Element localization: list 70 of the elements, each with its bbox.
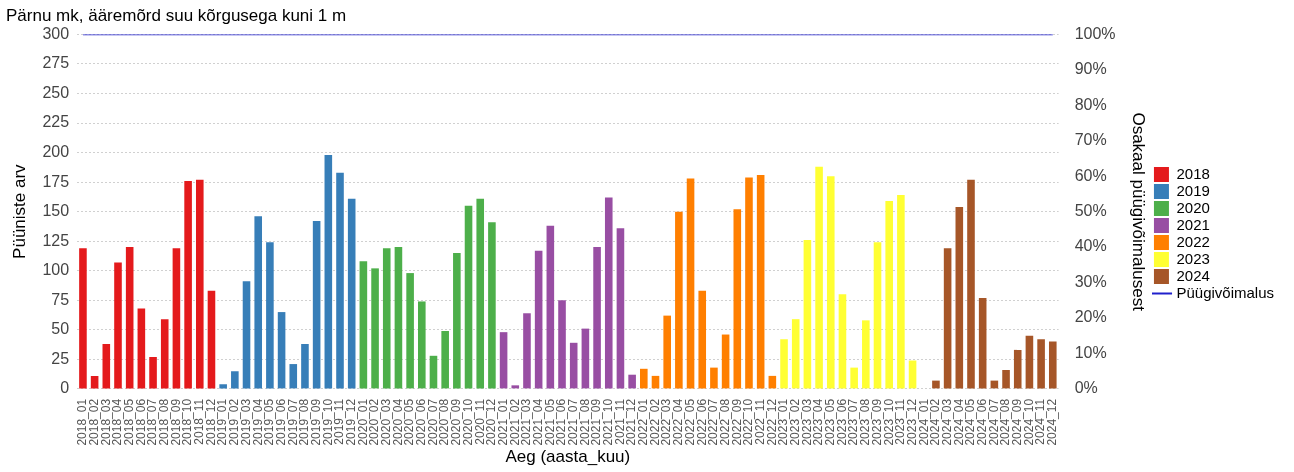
x-tick-label: 2024_07 [986, 398, 1001, 446]
y-tick-label: 175 [42, 172, 70, 190]
x-tick-label: 2024_11 [1033, 398, 1048, 445]
x-tick-label: 2022_09 [729, 398, 744, 446]
x-tick-label: 2019_10 [320, 398, 335, 446]
legend-label: 2022 [1176, 232, 1210, 250]
x-tick-label: 2018_03 [98, 398, 113, 446]
y2-tick-label: 50% [1074, 202, 1107, 220]
legend-label: 2023 [1176, 249, 1210, 267]
x-tick-label: 2024_04 [951, 398, 966, 446]
x-tick-label: 2024_01 [916, 398, 931, 446]
y-tick-label: 125 [42, 231, 70, 249]
y2-axis-title: Osakaal püügivõimalusest [1129, 112, 1149, 312]
y2-tick-label: 0% [1074, 379, 1098, 397]
x-tick-label: 2024_12 [1045, 398, 1060, 446]
y-tick-label: 75 [51, 290, 70, 308]
y-tick-label: 275 [42, 54, 70, 72]
x-tick-label: 2022_03 [659, 398, 674, 446]
y-tick-label: 50 [51, 320, 70, 338]
x-tick-label: 2023_01 [776, 398, 791, 446]
y2-tick-label: 40% [1074, 237, 1107, 255]
legend-label: 2021 [1176, 215, 1210, 233]
y2-tick-label: 70% [1074, 131, 1107, 149]
x-tick-label: 2022_06 [694, 398, 709, 446]
x-tick-label: 2018_07 [145, 398, 160, 446]
y2-tick-label: 20% [1074, 308, 1107, 326]
x-tick-label: 2021_02 [507, 398, 522, 446]
x-tick-label: 2022_12 [764, 398, 779, 446]
x-tick-label: 2021_06 [554, 398, 569, 446]
x-tick-label: 2019_04 [250, 398, 265, 446]
chart-title: Pärnu mk, ääremõrd suu kõrgusega kuni 1 m [6, 5, 347, 25]
legend-label: 2018 [1176, 164, 1210, 182]
x-tick-label: 2020_05 [402, 398, 417, 446]
x-tick-label: 2023_10 [881, 398, 896, 446]
y2-tick-label: 10% [1074, 343, 1107, 361]
y-tick-label: 200 [42, 142, 70, 160]
y-tick-label: 300 [42, 24, 70, 42]
y-tick-label: 225 [42, 113, 70, 131]
y-tick-label: 150 [42, 202, 70, 220]
x-tick-label: 2023_07 [846, 398, 861, 446]
x-tick-label: 2021_05 [542, 398, 557, 446]
x-tick-label: 2021_12 [624, 398, 639, 446]
legend-label: 2019 [1176, 181, 1210, 199]
x-tick-label: 2020_08 [437, 398, 452, 446]
y2-tick-label: 60% [1074, 166, 1107, 184]
x-tick-label: 2020_01 [355, 398, 370, 446]
y-tick-label: 0 [60, 379, 70, 397]
y2-tick-label: 80% [1074, 95, 1107, 113]
x-tick-label: 2021_09 [589, 398, 604, 446]
legend-label: Püügivõimalus [1176, 283, 1275, 301]
y-axis-title: Püüniste arv [9, 163, 29, 259]
x-tick-label: 2020_02 [367, 398, 382, 446]
x-axis-title: Aeg (aasta_kuu) [505, 447, 631, 467]
y-tick-label: 250 [42, 83, 70, 101]
x-tick-label: 2019_07 [285, 398, 300, 446]
x-tick-label: 2023_04 [811, 398, 826, 446]
x-tick-label: 2019_12 [344, 398, 358, 446]
x-tick-label: 2018_06 [133, 398, 148, 446]
x-tick-label: 2024_08 [998, 398, 1013, 446]
legend-label: 2024 [1176, 266, 1210, 284]
x-tick-label: 2019_11 [332, 398, 347, 445]
y-tick-label: 25 [51, 349, 70, 367]
y-tick-label: 100 [42, 261, 70, 279]
y2-tick-label: 100% [1074, 24, 1116, 42]
x-tick-label: 2018_10 [180, 398, 195, 446]
y2-tick-label: 90% [1074, 60, 1107, 78]
y2-tick-label: 30% [1074, 272, 1107, 290]
x-tick-label: 2019_01 [215, 398, 230, 446]
legend-label: 2020 [1176, 198, 1210, 216]
x-tick-label: 2020_11 [472, 398, 487, 445]
